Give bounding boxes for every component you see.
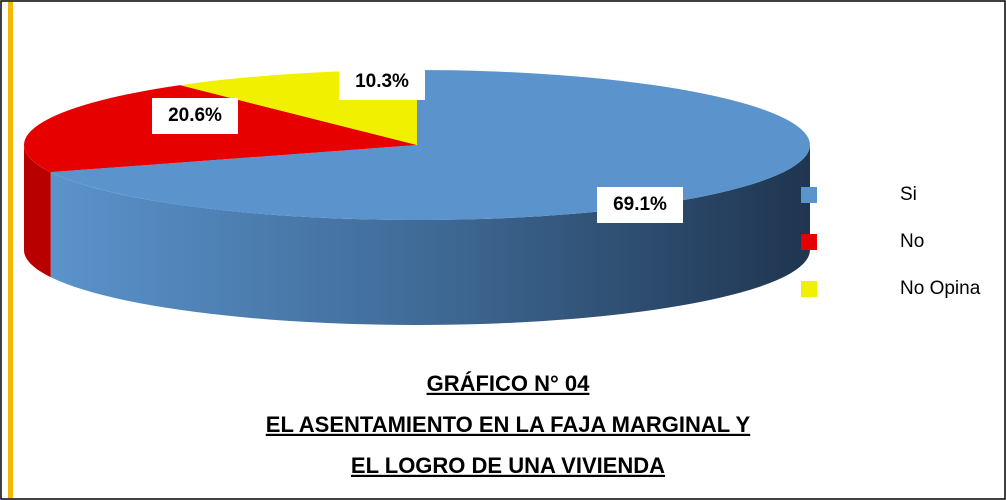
chart-title: EL LOGRO DE UNA VIVIENDA (351, 453, 665, 478)
data-label: 10.3% (355, 71, 409, 92)
chart-title: GRÁFICO N° 04 (427, 371, 591, 396)
data-label-box (597, 187, 683, 223)
legend-label: No (900, 231, 924, 252)
data-label-box (152, 98, 238, 134)
title: GRÁFICO N° 04 EL ASENTAMIENTO EN LA FAJA … (266, 371, 751, 478)
data-label: 69.1% (613, 194, 667, 215)
legend-label: Si (900, 184, 917, 205)
slice (50, 70, 811, 220)
chart-title: EL ASENTAMIENTO EN LA FAJA MARGINAL Y (266, 412, 751, 437)
legend-swatch (801, 281, 817, 297)
data-label: 20.6% (168, 105, 222, 126)
slice-side (50, 145, 811, 325)
accent-bar (8, 2, 13, 498)
legend-swatch (801, 187, 817, 203)
legend: Si No No Opina (801, 184, 981, 299)
pie: 69.1% 20.6% 10.3% (24, 64, 811, 325)
data-label-box (339, 64, 425, 100)
legend-swatch (801, 234, 817, 250)
legend-label: No Opina (900, 278, 981, 299)
slice-side (24, 145, 51, 278)
